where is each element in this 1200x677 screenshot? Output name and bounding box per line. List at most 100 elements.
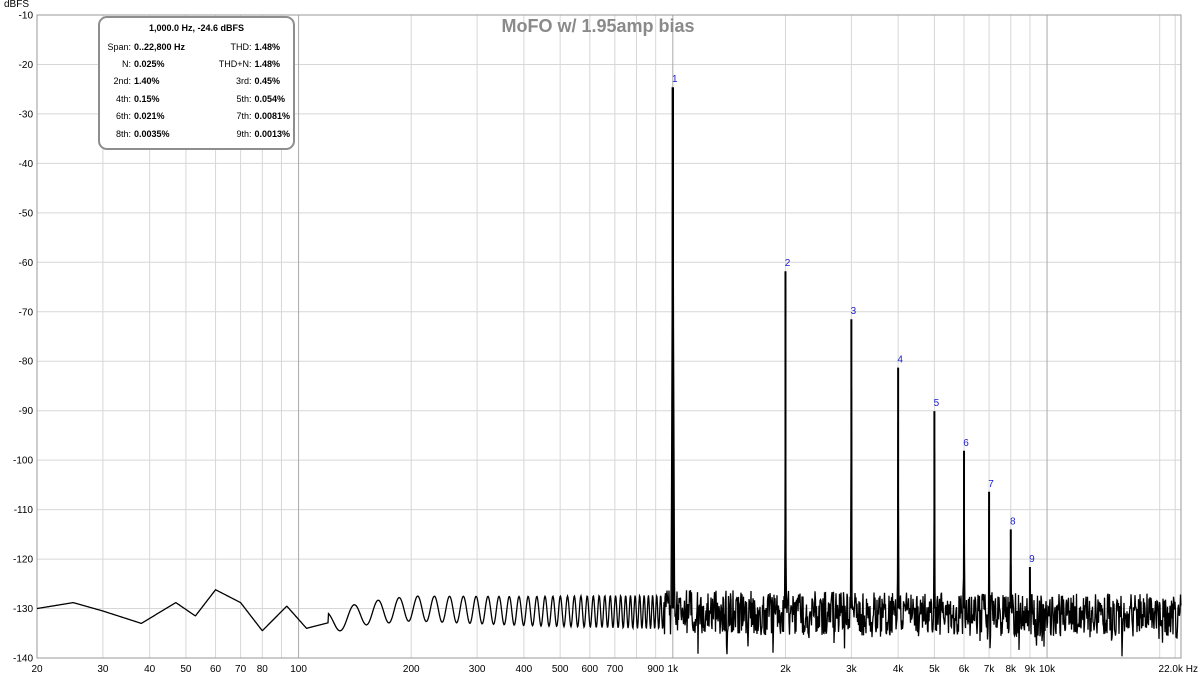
info-row: 6th: 0.021% 7th: 0.0081% <box>100 108 293 125</box>
harmonic-labels: 1 2 3 4 5 6 7 8 9 <box>672 74 1035 565</box>
info-cell: N: 0.025% <box>100 59 197 69</box>
info-value: 0.45% <box>254 76 281 87</box>
info-value: 0.0081% <box>254 111 291 122</box>
harmonic-label: 2 <box>785 258 791 269</box>
y-tick-label: -60 <box>19 258 34 269</box>
x-tick-label: 40 <box>144 664 156 675</box>
info-header: 1,000.0 Hz, -24.6 dBFS <box>148 23 245 33</box>
info-cell: 5th: 0.054% <box>197 94 294 104</box>
x-tick-label: 80 <box>257 664 269 675</box>
info-value: 0.0035% <box>134 128 170 139</box>
info-label: 4th: <box>115 93 131 104</box>
info-cell: 6th: 0.021% <box>100 111 197 121</box>
x-tick-label: 9k <box>1025 664 1037 675</box>
y-tick-label: -110 <box>14 505 34 516</box>
info-label: Span: <box>107 41 131 52</box>
info-label: THD: <box>230 41 252 52</box>
x-tick-label: 1k <box>668 664 680 675</box>
info-row: 2nd: 1.40% 3rd: 0.45% <box>100 73 293 90</box>
info-label: 5th: <box>236 93 252 104</box>
info-value: 0.025% <box>134 59 165 70</box>
info-cell: 9th: 0.0013% <box>197 129 294 139</box>
info-cell: 8th: 0.0035% <box>100 129 197 139</box>
harmonic-label: 3 <box>851 306 857 317</box>
y-tick-label: -100 <box>13 456 33 467</box>
info-cell: Span: 0..22,800 Hz <box>100 42 197 52</box>
x-tick-label: 5k <box>929 664 941 675</box>
harmonic-label: 8 <box>1010 516 1016 527</box>
x-tick-label: 200 <box>403 664 420 675</box>
y-axis-ticks: -10 -20 -30 -40 -50 -60 -70 -80 -90 -100 -110 -120 -… <box>13 11 33 665</box>
info-label: 2nd: <box>113 76 131 87</box>
x-tick-label: 70 <box>235 664 247 675</box>
x-tick-label: 500 <box>552 664 569 675</box>
info-value: 0.054% <box>254 93 286 104</box>
spectrum-line <box>37 156 1182 657</box>
info-row: N: 0.025% THD+N: 1.48% <box>100 55 293 72</box>
x-tick-label: 4k <box>893 664 905 675</box>
x-tick-label: 10k <box>1039 664 1056 675</box>
harmonic-label: 6 <box>963 438 969 449</box>
info-cell: THD+N: 1.48% <box>197 59 294 69</box>
x-tick-label: 600 <box>581 664 598 675</box>
info-cell: THD: 1.48% <box>197 42 294 52</box>
x-tick-label: 30 <box>97 664 109 675</box>
info-label: THD+N: <box>218 59 252 70</box>
x-tick-label: 20 <box>31 664 43 675</box>
y-tick-label: -70 <box>19 307 34 318</box>
harmonic-label: 4 <box>897 355 903 366</box>
info-label: 7th: <box>236 111 252 122</box>
x-tick-label: 60 <box>210 664 222 675</box>
info-cell: 4th: 0.15% <box>100 94 197 104</box>
info-value: 1.40% <box>134 76 160 87</box>
x-tick-label: 400 <box>516 664 533 675</box>
x-tick-label: 8k <box>1006 664 1018 675</box>
x-tick-label: 3k <box>846 664 858 675</box>
y-tick-label: -130 <box>13 604 33 615</box>
info-value: 1.48% <box>254 59 281 70</box>
x-tick-label: 6k <box>959 664 971 675</box>
x-tick-label: 2k <box>780 664 792 675</box>
chart-title: MoFO w/ 1.95amp bias <box>501 16 694 36</box>
info-label: 9th: <box>236 128 252 139</box>
x-tick-label: 900 <box>647 664 664 675</box>
info-value: 0.0013% <box>254 128 291 139</box>
info-label: N: <box>122 59 131 70</box>
x-tick-label: 7k <box>984 664 996 675</box>
harmonic-label: 9 <box>1029 554 1035 565</box>
info-row: Span: 0..22,800 Hz THD: 1.48% <box>100 38 293 55</box>
y-tick-label: -80 <box>19 357 34 368</box>
x-tick-label: 50 <box>180 664 192 675</box>
info-label: 3rd: <box>235 76 252 87</box>
harmonic-label: 7 <box>988 479 994 490</box>
y-tick-label: -20 <box>19 60 34 71</box>
plot-frame <box>36 14 1182 659</box>
x-tick-label: 300 <box>469 664 486 675</box>
harmonic-label: 1 <box>672 74 678 85</box>
x-axis-ticks: 20 30 40 50 60 70 80 100 200 300 400 500 600 700 900 1k… <box>31 664 1198 675</box>
harmonic-label: 5 <box>934 398 940 409</box>
info-label: 8th: <box>115 128 131 139</box>
y-tick-label: -90 <box>19 406 34 417</box>
y-axis-unit: dBFS <box>4 0 29 10</box>
info-value: 0.15% <box>134 93 160 104</box>
info-cell: 7th: 0.0081% <box>197 111 294 121</box>
y-tick-label: -50 <box>19 208 34 219</box>
y-tick-label: -120 <box>13 555 33 566</box>
info-value: 1.48% <box>254 41 281 52</box>
x-tick-label: 22.0k Hz <box>1159 664 1198 675</box>
info-rows: Span: 0..22,800 Hz THD: 1.48% N: 0.025% THD+N:… <box>100 38 293 142</box>
info-row: 4th: 0.15% 5th: 0.054% <box>100 90 293 107</box>
info-cell: 3rd: 0.45% <box>197 76 294 86</box>
info-cell: 2nd: 1.40% <box>100 76 197 86</box>
x-tick-label: 700 <box>607 664 624 675</box>
x-tick-label: 100 <box>290 664 307 675</box>
info-value: 0.021% <box>134 111 165 122</box>
spectrum-trace <box>37 87 1182 657</box>
info-value: 0..22,800 Hz <box>134 41 186 52</box>
y-tick-label: -10 <box>19 11 34 22</box>
y-tick-label: -30 <box>19 109 34 120</box>
y-tick-label: -40 <box>19 159 34 170</box>
y-tick-label: -140 <box>13 654 33 665</box>
